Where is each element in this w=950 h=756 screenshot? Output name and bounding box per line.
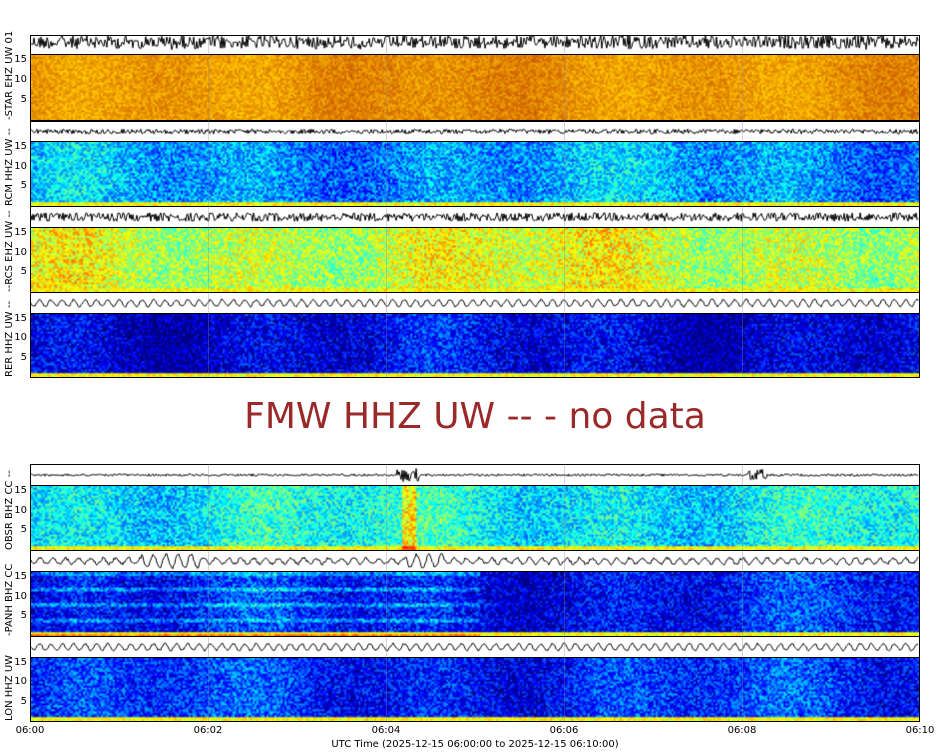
y-tick-15: 15 xyxy=(14,656,27,668)
y-tick-15: 15 xyxy=(14,226,27,238)
channel-label-panh: -PANH BHZ CC xyxy=(4,563,15,636)
x-tick-0600: 06:00 xyxy=(15,725,45,736)
no-data-message: FMW HHZ UW -- - no data xyxy=(244,396,706,437)
spectrogram-obsr xyxy=(30,485,920,551)
spectrogram-lon xyxy=(30,657,920,722)
y-tick-15: 15 xyxy=(14,484,27,496)
y-tick-5: 5 xyxy=(20,180,27,192)
channel-label-obsr: OBSR BHZ CC -- xyxy=(4,470,15,550)
grid-line xyxy=(564,464,565,721)
x-tick-0610: 06:10 xyxy=(905,725,935,736)
waveform-trace-rcm xyxy=(30,121,920,142)
y-tick-5: 5 xyxy=(20,266,27,278)
x-tick-0606: 06:06 xyxy=(549,725,579,736)
waveform-trace-obsr xyxy=(30,464,920,486)
channel-label-rer: RER HHZ UW -- xyxy=(4,300,15,377)
y-tick-15: 15 xyxy=(14,570,27,582)
y-tick-5: 5 xyxy=(20,695,27,707)
x-tick-0604: 06:04 xyxy=(371,725,401,736)
spectrogram-rcm xyxy=(30,141,920,207)
spectrogram-rer xyxy=(30,313,920,378)
grid-line xyxy=(208,464,209,721)
y-tick-10: 10 xyxy=(14,504,27,516)
grid-line xyxy=(742,35,743,377)
y-tick-5: 5 xyxy=(20,351,27,363)
y-tick-15: 15 xyxy=(14,54,27,65)
grid-line xyxy=(564,35,565,377)
waveform-trace-rer xyxy=(30,292,920,314)
grid-line xyxy=(386,464,387,721)
y-tick-5: 5 xyxy=(20,94,27,105)
grid-line xyxy=(208,35,209,377)
spectrogram-rcs xyxy=(30,227,920,293)
y-tick-10: 10 xyxy=(14,590,27,602)
y-tick-10: 10 xyxy=(14,332,27,344)
y-tick-15: 15 xyxy=(14,140,27,152)
y-tick-10: 10 xyxy=(14,74,27,85)
x-axis-label: UTC Time (2025-12-15 06:00:00 to 2025-12… xyxy=(331,739,619,750)
waveform-trace-lon xyxy=(30,636,920,658)
channel-label-rcs: --RCS EHZ UW -- xyxy=(4,210,15,292)
y-tick-5: 5 xyxy=(20,524,27,536)
channel-label-lon: LON HHZ UW xyxy=(4,654,15,721)
y-tick-5: 5 xyxy=(20,610,27,622)
channel-label-star: -STAR EHZ UW 01 xyxy=(4,30,15,120)
grid-line xyxy=(386,35,387,377)
x-tick-0602: 06:02 xyxy=(193,725,223,736)
y-tick-10: 10 xyxy=(14,160,27,172)
waveform-trace-rcs xyxy=(30,206,920,228)
spectrogram-panh xyxy=(30,571,920,637)
spectrogram-star xyxy=(30,54,920,121)
grid-line xyxy=(742,464,743,721)
y-tick-10: 10 xyxy=(14,246,27,258)
waveform-trace-panh xyxy=(30,550,920,572)
channel-label-rcm: RCM HHZ UW -- xyxy=(4,128,15,206)
waveform-trace-star xyxy=(30,35,920,55)
y-tick-15: 15 xyxy=(14,312,27,324)
x-tick-0608: 06:08 xyxy=(727,725,757,736)
y-tick-10: 10 xyxy=(14,676,27,688)
